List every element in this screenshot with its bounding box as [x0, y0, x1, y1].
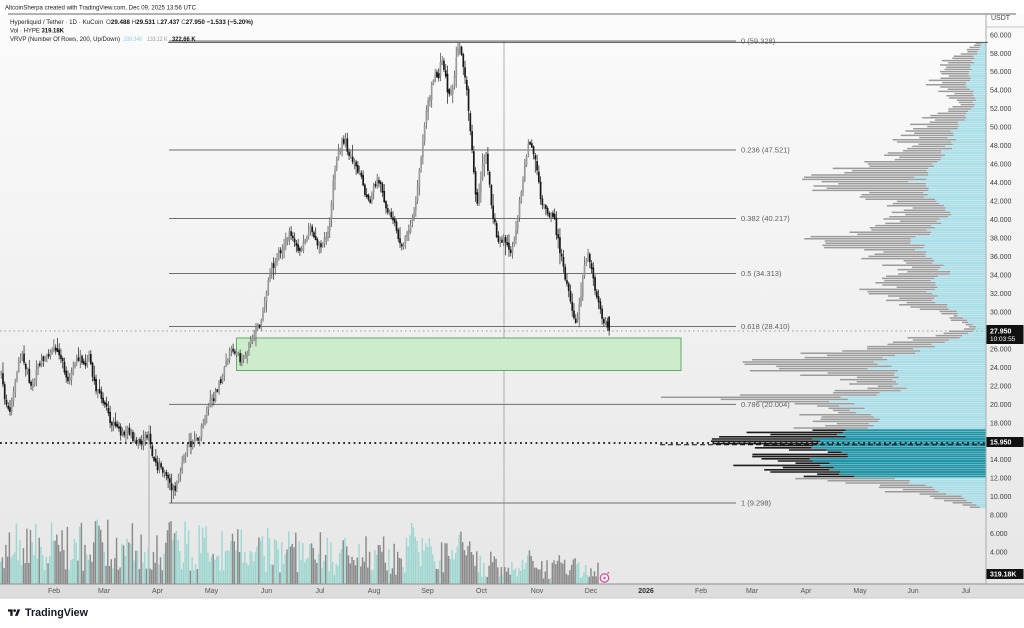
svg-text:Aug: Aug — [368, 588, 381, 595]
svg-text:4.000: 4.000 — [990, 550, 1008, 557]
svg-text:6.000: 6.000 — [990, 531, 1008, 538]
svg-text:Jul: Jul — [962, 588, 971, 595]
svg-text:27.950: 27.950 — [990, 329, 1012, 336]
svg-text:26.000: 26.000 — [990, 346, 1012, 353]
svg-text:40.000: 40.000 — [990, 217, 1012, 224]
svg-text:319.18K: 319.18K — [990, 572, 1016, 579]
svg-text:56.000: 56.000 — [990, 69, 1012, 76]
svg-text:322.66 K: 322.66 K — [172, 36, 196, 43]
svg-text:Vol · HYPE 319.18K: Vol · HYPE 319.18K — [10, 28, 64, 35]
svg-text:8.000: 8.000 — [990, 513, 1008, 520]
svg-text:Hyperliquid / Tether · 1D · Ku: Hyperliquid / Tether · 1D · KuCoin — [10, 19, 103, 26]
svg-text:0.618 (28.410): 0.618 (28.410) — [741, 322, 790, 331]
svg-text:58.000: 58.000 — [990, 51, 1012, 58]
svg-text:30.000: 30.000 — [990, 309, 1012, 316]
svg-text:Jul: Jul — [316, 588, 325, 595]
svg-text:42.000: 42.000 — [990, 199, 1012, 206]
svg-text:14.000: 14.000 — [990, 457, 1012, 464]
svg-text:0.236 (47.521): 0.236 (47.521) — [741, 146, 790, 155]
svg-text:44.000: 44.000 — [990, 180, 1012, 187]
svg-text:36.000: 36.000 — [990, 254, 1012, 261]
svg-text:TradingView: TradingView — [25, 607, 89, 619]
svg-text:Dec: Dec — [585, 588, 598, 595]
svg-text:May: May — [205, 588, 219, 595]
svg-text:1 (9.298): 1 (9.298) — [741, 499, 772, 508]
svg-text:Mar: Mar — [746, 588, 759, 595]
svg-text:USDT: USDT — [991, 15, 1011, 22]
svg-text:34.000: 34.000 — [990, 272, 1012, 279]
svg-text:18.000: 18.000 — [990, 420, 1012, 427]
svg-text:52.000: 52.000 — [990, 106, 1012, 113]
svg-text:Mar: Mar — [98, 588, 111, 595]
svg-text:Feb: Feb — [48, 588, 60, 595]
svg-text:0.786 (20.004): 0.786 (20.004) — [741, 400, 790, 409]
svg-text:Jun: Jun — [907, 588, 918, 595]
svg-text:48.000: 48.000 — [990, 143, 1012, 150]
svg-text:VRVP (Number Of Rows, 200, Up/: VRVP (Number Of Rows, 200, Up/Down) — [10, 36, 120, 43]
svg-text:Feb: Feb — [695, 588, 707, 595]
svg-text:133.12 K: 133.12 K — [147, 36, 168, 43]
svg-text:32.000: 32.000 — [990, 291, 1012, 298]
svg-text:Jun: Jun — [261, 588, 272, 595]
svg-text:15.950: 15.950 — [990, 440, 1012, 447]
svg-text:O29.488 H29.531 L27.437 C27.95: O29.488 H29.531 L27.437 C27.950 −1.533 (… — [106, 19, 253, 26]
svg-text:289.34K: 289.34K — [124, 36, 144, 43]
svg-text:Nov: Nov — [531, 588, 544, 595]
svg-text:AltcoinSherpa created with Tra: AltcoinSherpa created with TradingView.c… — [5, 5, 196, 12]
svg-text:Oct: Oct — [476, 588, 487, 595]
svg-text:Apr: Apr — [152, 588, 164, 595]
svg-text:38.000: 38.000 — [990, 236, 1012, 243]
svg-text:May: May — [853, 588, 867, 595]
svg-text:12.000: 12.000 — [990, 476, 1012, 483]
svg-text:0 (59.328): 0 (59.328) — [741, 37, 776, 46]
svg-text:46.000: 46.000 — [990, 162, 1012, 169]
svg-text:20.000: 20.000 — [990, 402, 1012, 409]
svg-text:60.000: 60.000 — [990, 32, 1012, 39]
svg-text:Sep: Sep — [421, 588, 434, 595]
svg-text:24.000: 24.000 — [990, 365, 1012, 372]
svg-text:22.000: 22.000 — [990, 383, 1012, 390]
svg-text:Apr: Apr — [801, 588, 813, 595]
svg-text:54.000: 54.000 — [990, 88, 1012, 95]
svg-text:2026: 2026 — [638, 588, 654, 595]
svg-text:0.382 (40.217): 0.382 (40.217) — [741, 214, 790, 223]
svg-text:10.000: 10.000 — [990, 494, 1012, 501]
svg-text:10:03:55: 10:03:55 — [990, 336, 1016, 343]
svg-text:50.000: 50.000 — [990, 125, 1012, 132]
svg-text:0.5 (34.313): 0.5 (34.313) — [741, 269, 782, 278]
